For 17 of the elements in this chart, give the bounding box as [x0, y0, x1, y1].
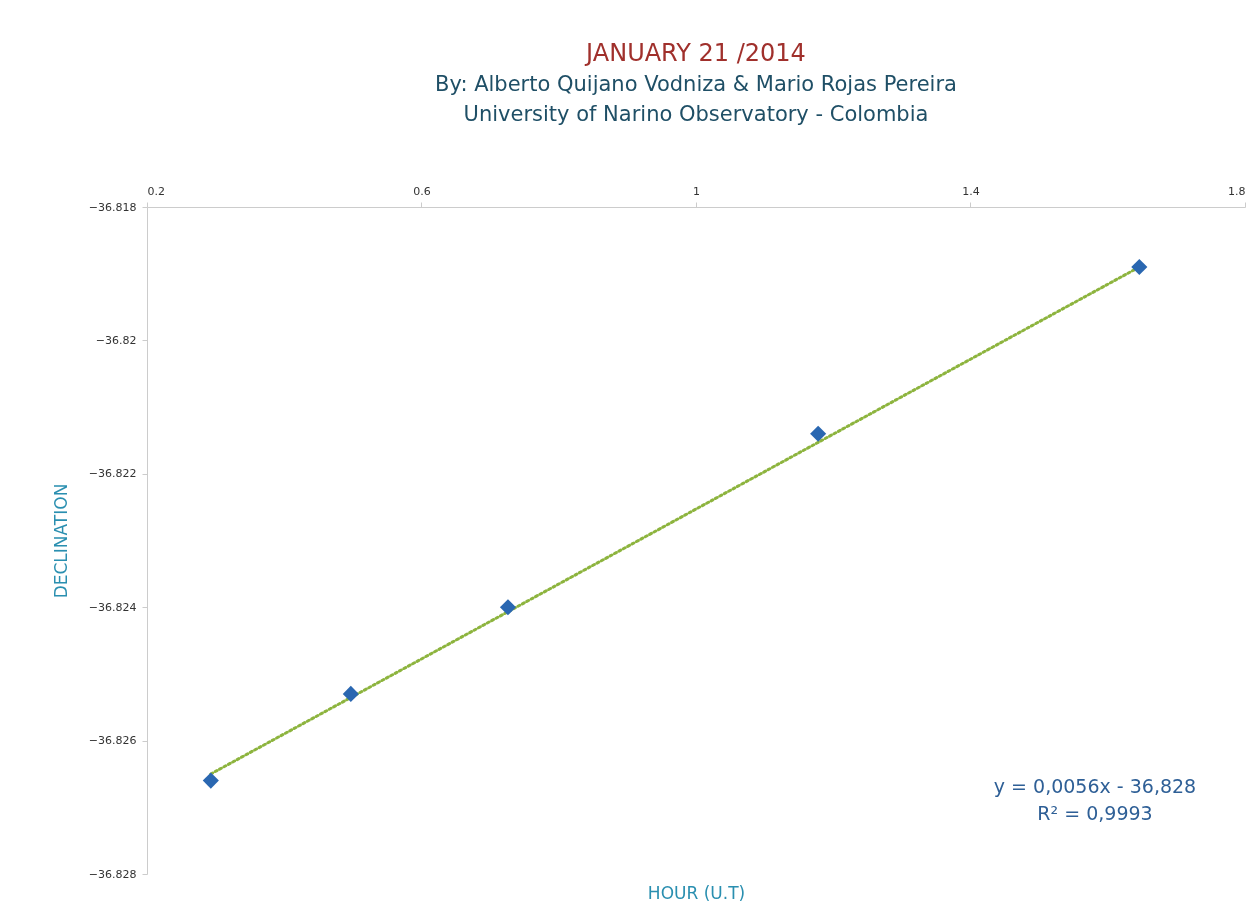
y-axis-title: DECLINATION — [50, 483, 71, 599]
x-tick-label: 1.8 — [1228, 184, 1246, 198]
chart-subtitle: By: Alberto Quijano Vodniza & Mario Rojas Pereira University of Narino Observatory - Colombia — [435, 72, 957, 126]
x-tick-label: 0.2 — [147, 184, 165, 198]
y-tick-label: −36.828 — [88, 867, 137, 881]
annotation: y = 0,0056x - 36,828 — [993, 775, 1197, 797]
y-tick-label: −36.82 — [95, 333, 137, 347]
x-axis-title: HOUR (U.T) — [647, 882, 746, 903]
x-tick-label: 0.6 — [413, 184, 431, 198]
y-tick-label: −36.824 — [88, 600, 137, 614]
annotation: R² = 0,9993 — [1037, 802, 1153, 824]
x-tick-label: 1 — [693, 184, 700, 198]
y-tick-label: −36.818 — [88, 200, 137, 214]
y-tick-label: −36.822 — [88, 467, 137, 481]
y-tick-label: −36.826 — [88, 734, 137, 748]
x-tick-label: 1.4 — [962, 184, 980, 198]
chart-title: JANUARY 21 /2014 — [584, 39, 806, 67]
